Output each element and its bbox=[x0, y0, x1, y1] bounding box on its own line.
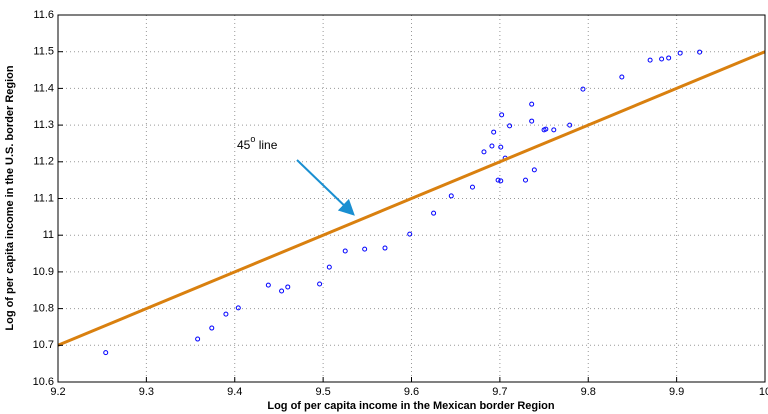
point bbox=[567, 122, 573, 128]
y-tick-label: 11.2 bbox=[33, 156, 54, 168]
point bbox=[448, 193, 454, 199]
annotation-text: 45 bbox=[237, 138, 251, 152]
annotation-arrow bbox=[296, 159, 355, 216]
point bbox=[431, 210, 437, 216]
line bbox=[57, 50, 766, 347]
point bbox=[551, 127, 557, 133]
point bbox=[103, 350, 109, 356]
point bbox=[529, 101, 535, 107]
point bbox=[498, 178, 504, 184]
y-tick-label: 10.7 bbox=[33, 339, 54, 351]
point bbox=[279, 288, 285, 294]
y-tick-label: 11.1 bbox=[33, 192, 54, 204]
point bbox=[481, 149, 487, 155]
y-tick-label: 11.5 bbox=[33, 46, 54, 58]
annotation-sup: o bbox=[250, 134, 255, 144]
y-tick-label: 10.6 bbox=[33, 376, 54, 388]
point bbox=[529, 118, 535, 124]
point bbox=[342, 248, 348, 254]
point bbox=[469, 184, 475, 190]
point bbox=[491, 129, 497, 135]
y-tick-label: 11.4 bbox=[33, 82, 54, 94]
point bbox=[235, 305, 241, 311]
x-tick-label: 9.6 bbox=[404, 386, 419, 398]
x-tick-label: 9.9 bbox=[669, 386, 684, 398]
y-tick-label: 11 bbox=[43, 229, 54, 241]
point bbox=[531, 167, 537, 173]
point bbox=[265, 282, 271, 288]
point bbox=[195, 336, 201, 342]
point bbox=[495, 177, 501, 183]
y-tick-label: 11.3 bbox=[33, 119, 54, 131]
point bbox=[326, 264, 332, 270]
point bbox=[317, 281, 323, 287]
x-tick-label: 9.7 bbox=[492, 386, 507, 398]
x-tick-label: 9.3 bbox=[139, 386, 154, 398]
y-axis-label: Log of per capita income in the U.S. bor… bbox=[4, 65, 16, 331]
point bbox=[382, 245, 388, 251]
point bbox=[697, 49, 703, 55]
x-tick-label: 9.4 bbox=[227, 386, 242, 398]
x-tick-label: 9.2 bbox=[50, 386, 65, 398]
point bbox=[647, 57, 653, 63]
point bbox=[285, 284, 291, 290]
point bbox=[659, 56, 665, 62]
point bbox=[580, 86, 586, 92]
point bbox=[523, 177, 529, 183]
annotation-suffix: line bbox=[255, 138, 277, 152]
point bbox=[209, 325, 215, 331]
point bbox=[498, 144, 504, 150]
point bbox=[489, 143, 495, 149]
x-tick-label: 9.8 bbox=[581, 386, 596, 398]
point bbox=[507, 123, 513, 129]
point bbox=[619, 74, 625, 80]
point bbox=[223, 311, 229, 317]
x-axis-label: Log of per capita income in the Mexican … bbox=[267, 400, 555, 412]
marks bbox=[57, 49, 766, 356]
y-tick-label: 10.8 bbox=[33, 303, 54, 315]
annotation: 45o line bbox=[237, 134, 278, 152]
x-tick-label: 9.5 bbox=[315, 386, 330, 398]
point bbox=[666, 55, 672, 61]
point bbox=[362, 246, 368, 252]
point bbox=[499, 112, 505, 118]
x-tick-label: 10 bbox=[759, 386, 768, 398]
point bbox=[543, 126, 549, 132]
point bbox=[407, 231, 413, 237]
y-tick-label: 10.9 bbox=[33, 266, 54, 278]
point bbox=[677, 50, 683, 56]
y-tick-label: 11.6 bbox=[33, 9, 54, 21]
